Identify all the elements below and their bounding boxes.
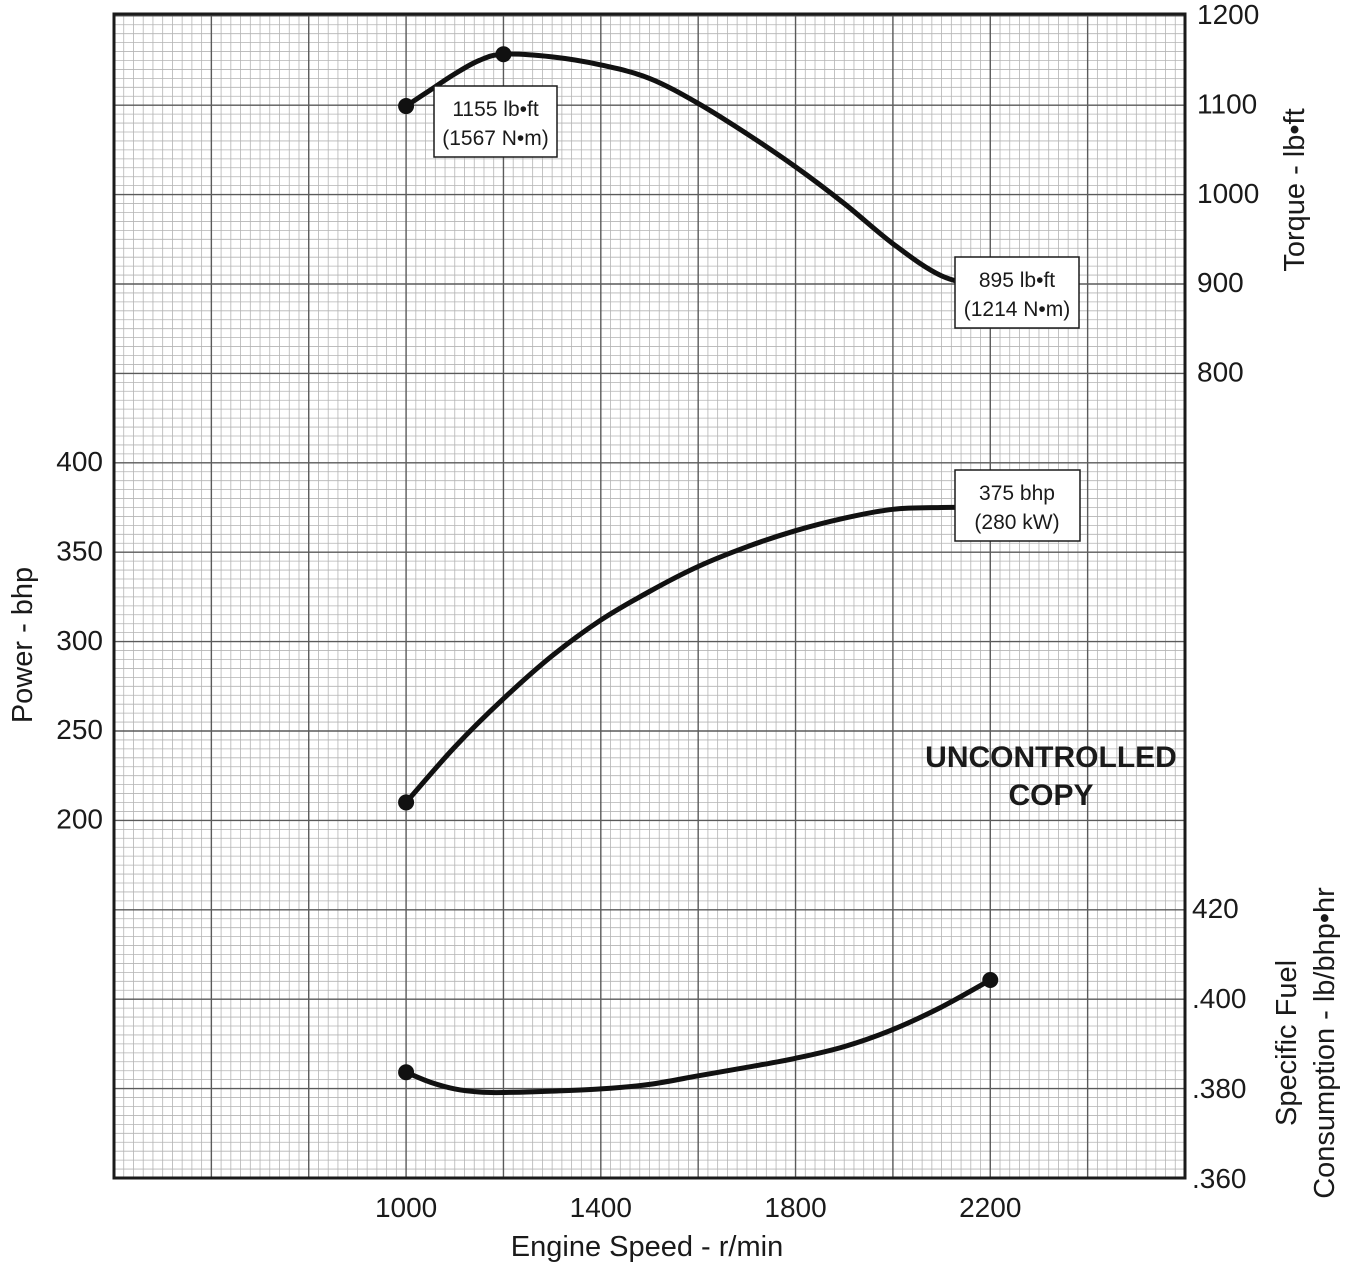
power-rated-annotation-line1: 375 bhp [979,482,1055,505]
fuel-axis-title-line2: Consumption - lb/bhp•hr [1309,887,1341,1199]
power-axis-title: Power - bhp [7,567,39,723]
power-rated-annotation-line2: (280 kW) [974,511,1059,534]
power-marker [398,794,415,811]
x-tick-label: 1000 [375,1192,437,1223]
series-layer [403,51,993,1096]
torque-peak-annotation-box [433,85,558,158]
stamp-line1: UNCONTROLLED [925,741,1177,774]
torque-marker [495,46,512,63]
power-tick-label: 250 [56,714,103,745]
fuel-tick-label: 420 [1192,893,1239,924]
torque-peak-annotation-line1: 1155 lb•ft [452,98,539,121]
tick-labels: 1000 1400 1800 2200 200 250 300 350 400 800 900 100… [56,0,1259,1223]
power-tick-label: 400 [56,446,103,477]
fuel-curve [403,977,993,1096]
torque-rated-annotation-box [954,256,1080,329]
power-curve [403,504,993,805]
fuel-tick-label: .400 [1192,983,1247,1014]
x-tick-label: 1800 [764,1192,826,1223]
x-tick-label: 1400 [570,1192,632,1223]
uncontrolled-copy-stamp: UNCONTROLLED COPY [925,741,1177,812]
torque-rated-annotation-line2: (1214 N•m) [964,298,1071,321]
torque-peak-annotation: 1155 lb•ft (1567 N•m) [433,85,558,158]
torque-tick-label: 1200 [1197,0,1259,30]
x-tick-label: 2200 [959,1192,1021,1223]
torque-marker [398,98,415,115]
fuel-marker [398,1064,415,1081]
torque-tick-label: 1100 [1197,88,1257,119]
torque-tick-label: 1000 [1197,178,1259,209]
fuel-marker [982,972,999,988]
power-tick-label: 350 [56,535,103,566]
power-tick-label: 200 [56,804,103,835]
torque-rated-annotation: 895 lb•ft (1214 N•m) [954,256,1080,329]
power-rated-annotation: 375 bhp (280 kW) [954,469,1081,542]
torque-rated-annotation-line1: 895 lb•ft [979,269,1055,292]
plot-border [112,12,1187,1180]
fuel-axis-title-line1: Specific Fuel [1271,960,1303,1126]
torque-tick-label: 900 [1197,267,1244,298]
torque-tick-label: 800 [1197,357,1244,388]
torque-axis-title: Torque - lb•ft [1279,108,1311,271]
power-rated-annotation-box [954,469,1081,542]
power-tick-label: 300 [56,625,103,656]
stamp-line2: COPY [1008,779,1093,812]
x-axis-title: Engine Speed - r/min [511,1231,783,1263]
torque-curve [403,51,993,291]
fuel-tick-label: .360 [1192,1163,1247,1194]
fuel-tick-label: .380 [1192,1073,1247,1104]
torque-peak-annotation-line2: (1567 N•m) [442,127,549,150]
minor-grid [114,14,1185,1178]
